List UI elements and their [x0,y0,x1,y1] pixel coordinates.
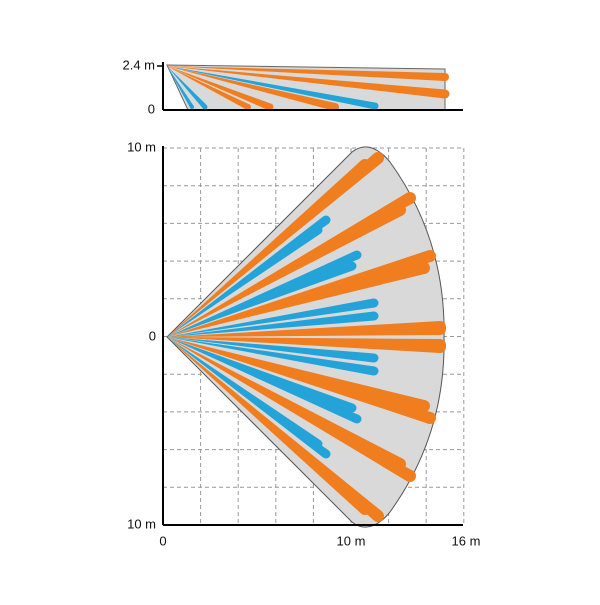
beam [167,298,375,337]
beam [167,337,426,412]
beam-tip [371,102,379,110]
beam-tip [266,103,274,111]
beam-tip [418,262,430,274]
top-y-label: 0 [149,328,156,343]
top-x-label: 16 m [452,533,481,548]
beam-tip [347,261,357,271]
beam [167,337,321,448]
beam [167,337,403,470]
beam [167,160,369,337]
beam [167,66,446,81]
beam-tip [440,89,450,99]
beam [167,66,250,110]
beam [167,311,375,337]
beam-tip [441,73,449,81]
beam-tip [434,323,446,335]
beam [167,337,441,351]
beam-tip [347,403,357,413]
beam-tip [369,366,379,376]
beam-tip [369,353,379,363]
beam-tip [190,105,194,109]
beam-tip [424,250,436,262]
beam-tip [352,414,362,424]
top-y-label: 10 m [127,516,156,531]
beam-tip [394,204,406,216]
beam-tip [372,152,384,164]
beam [167,337,375,376]
beam-tip [369,311,379,321]
beam-tip [434,339,446,351]
beam [167,66,336,111]
beam-tip [369,298,379,308]
beam [167,337,375,363]
beam-tip [394,458,406,470]
beam-tip [321,449,331,459]
beam [167,261,354,337]
top-x-label: 0 [159,533,166,548]
beam-tip [352,250,362,260]
beam-tip [359,159,371,171]
beam [167,204,403,337]
side-view: 2.4 m 0 [122,57,463,116]
beam [167,250,359,337]
top-x-label: 10 m [337,533,366,548]
beam [167,66,446,99]
beam [167,66,272,111]
beam [167,337,359,424]
beam-tip [404,192,416,204]
beam-tip [245,104,251,110]
beam [167,66,376,110]
beam-tip [418,400,430,412]
beam-tip [359,503,371,515]
beam [167,66,207,109]
beam [167,262,426,337]
beam [167,216,329,337]
side-beams [167,66,450,111]
beam [167,66,194,109]
top-view: 10 m 0 10 m 0 10 m 16 m [127,139,480,548]
beam-tip [313,225,323,235]
beam [167,323,441,337]
top-y-label: 10 m [127,139,156,154]
beam-tip [202,104,208,110]
side-y-label: 0 [148,101,155,116]
beam [167,250,432,337]
beam [167,337,354,413]
beam [167,337,413,482]
beam-tip [313,439,323,449]
beam [167,192,413,337]
top-coverage [166,146,445,528]
top-beams [167,152,446,522]
beam [167,337,432,424]
beam [167,226,321,337]
beam-tip [321,215,331,225]
beam-tip [424,412,436,424]
beam-tip [372,510,384,522]
side-y-label: 2.4 m [122,57,155,72]
beam-tip [404,470,416,482]
beam [167,337,369,514]
beam [167,337,329,458]
